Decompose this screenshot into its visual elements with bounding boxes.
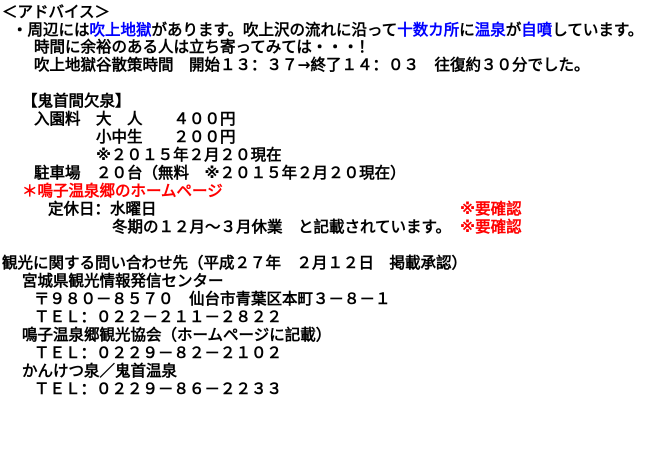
text: 入園料 大 人 ４００円: [34, 110, 236, 128]
text: があります。吹上沢の流れに沿って: [151, 21, 398, 39]
text: 小中生 ２００円: [96, 128, 236, 146]
text: に: [459, 21, 475, 39]
line: 宮城県観光情報発信センター: [22, 272, 224, 290]
line[interactable]: ＊鳴子温泉郷のホームページ: [22, 182, 223, 200]
text: ※要確認: [460, 218, 522, 236]
text: 時間に余裕のある人は立ち寄ってみては・・・！: [34, 38, 374, 56]
text: ・周辺には: [12, 21, 90, 39]
text: 吹上地獄谷散策時間 開始１３：３７→終了１４：０３ 往復約３０分でした。: [34, 56, 590, 74]
line: 【鬼首間欠泉】: [22, 92, 131, 110]
line: ＜アドバイス＞: [2, 3, 110, 21]
line: ＴＥＬ：０２２－２１１－２８２２: [34, 308, 282, 326]
text: 温泉: [474, 21, 506, 39]
text: 宮城県観光情報発信センター: [22, 272, 224, 290]
line: かんけつ泉／鬼首温泉: [22, 362, 177, 380]
link[interactable]: ＊鳴子温泉郷のホームページ: [22, 182, 223, 200]
text: 〒９８０－８５７０ 仙台市青葉区本町３－８－１: [34, 290, 391, 308]
text: 観光に関する問い合わせ先（平成２７年 ２月１２日 掲載承認）: [2, 254, 468, 272]
line: ・周辺には吹上地獄があります。吹上沢の流れに沿って十数カ所に温泉が自噴しています…: [12, 21, 643, 39]
line: 鳴子温泉郷観光協会（ホームページに記載）: [22, 326, 331, 344]
text: しています。: [552, 21, 644, 39]
text: 冬期の１２月～３月休業 と記載されています。: [112, 218, 451, 236]
line: 冬期の１２月～３月休業 と記載されています。 ※要確認: [112, 218, 652, 236]
line: 吹上地獄谷散策時間 開始１３：３７→終了１４：０３ 往復約３０分でした。: [34, 56, 590, 74]
line: ※２０１５年２月２０現在: [96, 146, 282, 164]
line: 〒９８０－８５７０ 仙台市青葉区本町３－８－１: [34, 290, 391, 308]
text: ＜アドバイス＞: [2, 3, 111, 21]
text: 鳴子温泉郷観光協会（ホームページに記載）: [22, 326, 332, 344]
line: 入園料 大 人 ４００円: [34, 110, 236, 128]
line: 定休日：水曜日 ※要確認: [48, 200, 648, 218]
line: ＴＥＬ：０２２９－８６－２２３３: [34, 380, 282, 398]
line: 小中生 ２００円: [96, 128, 236, 146]
line: ＴＥＬ：０２２９－８２－２１０２: [34, 344, 282, 362]
text: かんけつ泉／鬼首温泉: [22, 362, 178, 380]
text: 吹上地獄: [89, 21, 152, 39]
line: 観光に関する問い合わせ先（平成２７年 ２月１２日 掲載承認）: [2, 254, 467, 272]
text: 定休日：水曜日: [48, 200, 157, 218]
text: 駐車場 ２０台（無料 ※２０１５年２月２０現在）: [34, 164, 406, 182]
text: ＴＥＬ：０２２９－８２－２１０２: [34, 344, 283, 362]
text: 十数カ所: [397, 21, 460, 39]
text: ※２０１５年２月２０現在: [96, 146, 282, 164]
line: 時間に余裕のある人は立ち寄ってみては・・・！: [34, 38, 374, 56]
text: ※要確認: [460, 200, 522, 218]
line: 駐車場 ２０台（無料 ※２０１５年２月２０現在）: [34, 164, 406, 182]
text: 【鬼首間欠泉】: [22, 92, 131, 110]
text: 自噴: [521, 21, 553, 39]
text: ＴＥＬ：０２２－２１１－２８２２: [34, 308, 283, 326]
text: が: [505, 21, 522, 39]
text: ＴＥＬ：０２２９－８６－２２３３: [34, 380, 283, 398]
